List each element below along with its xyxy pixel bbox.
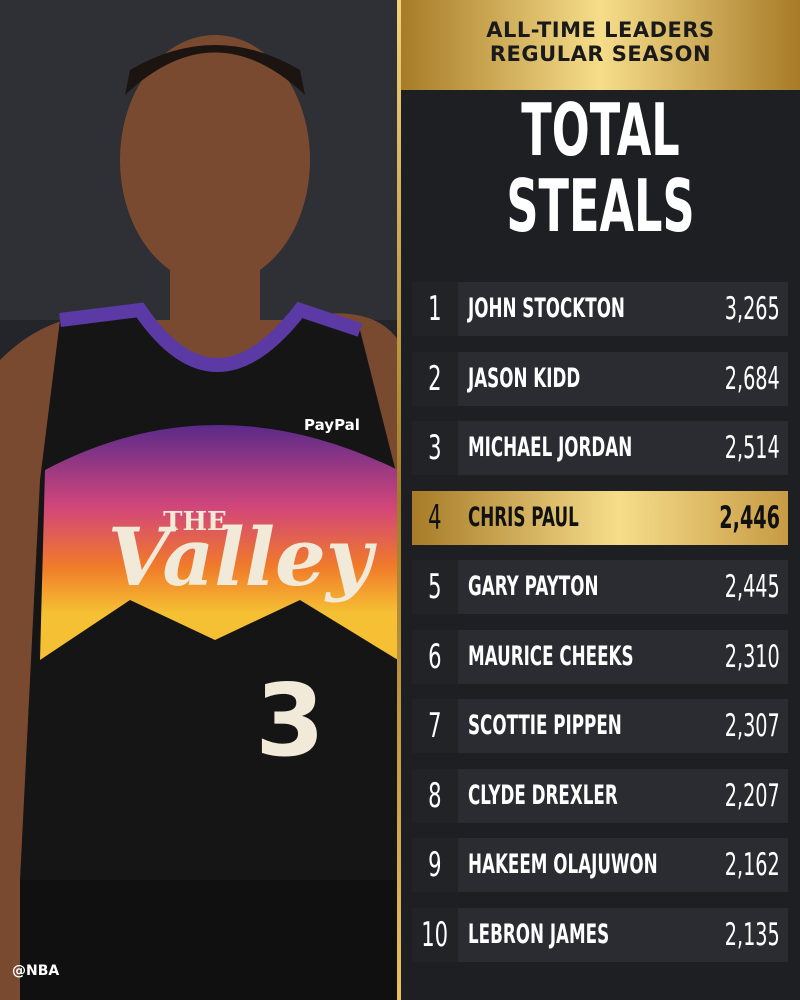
rank: 7 [412, 699, 458, 753]
steals: 2,162 [691, 838, 780, 892]
steals-text: 2,684 [724, 360, 780, 397]
steals: 3,265 [691, 282, 780, 336]
rank: 5 [412, 560, 458, 614]
rank: 2 [412, 351, 458, 406]
player-name-text: JASON KIDD [468, 362, 581, 394]
rank: 6 [412, 629, 458, 684]
player-photo: THE Valley PayPal 3 [0, 0, 398, 1000]
player-name: SCOTTIE PIPPEN [468, 699, 716, 753]
table-row: 2 JASON KIDD 2,684 [412, 351, 788, 406]
player-name: HAKEEM OLAJUWON [468, 838, 774, 892]
jersey-text: Valley [108, 510, 378, 604]
table-row: 8 CLYDE DREXLER 2,207 [412, 768, 788, 823]
steals-text: 2,310 [724, 638, 780, 675]
rank: 8 [412, 768, 458, 823]
jersey-text: THE [163, 507, 227, 537]
table-row: 1 JOHN STOCKTON 3,265 [412, 282, 788, 336]
rank-text: 5 [428, 567, 442, 607]
rank-text: 8 [428, 775, 442, 816]
player-name: MAURICE CHEEKS [468, 630, 735, 684]
player-name-text: GARY PAYTON [468, 571, 599, 602]
rank-text: 6 [428, 636, 442, 677]
rank-text: 4 [428, 497, 442, 538]
steals-text: 2,135 [724, 916, 780, 953]
steals-text: 2,307 [724, 708, 780, 744]
rank-text: 10 [421, 914, 449, 955]
table-row: 5 GARY PAYTON 2,445 [412, 560, 788, 614]
credit: @NBA [12, 963, 60, 979]
steals: 2,307 [691, 699, 780, 753]
rank: 9 [412, 838, 458, 892]
title: TOTAL STEALS [477, 92, 724, 244]
steals-text: 2,207 [724, 777, 780, 814]
player-name-text: HAKEEM OLAJUWON [468, 849, 658, 880]
steals-text: 2,446 [719, 499, 780, 536]
table-row: 6 MAURICE CHEEKS 2,310 [412, 629, 788, 684]
player-name-text: SCOTTIE PIPPEN [468, 710, 622, 741]
player-name: CLYDE DREXLER [468, 769, 710, 823]
table-row: 4 CHRIS PAUL 2,446 [412, 490, 788, 545]
rank: 1 [412, 282, 458, 336]
rank: 3 [412, 421, 458, 475]
player-name-text: JOHN STOCKTON [468, 293, 625, 324]
sponsor-text: PayPal [304, 416, 360, 434]
player-name-text: LEBRON JAMES [468, 918, 610, 950]
divider [397, 0, 401, 1000]
steals-text: 2,514 [724, 430, 780, 466]
rank-text: 3 [428, 428, 442, 468]
player-name-text: CLYDE DREXLER [468, 779, 618, 811]
steals: 2,310 [691, 630, 780, 684]
title-line: STEALS [506, 164, 695, 248]
steals: 2,446 [682, 491, 780, 545]
player-name-text: MAURICE CHEEKS [468, 640, 634, 672]
title-line: TOTAL [521, 88, 680, 172]
rank-text: 1 [428, 289, 442, 329]
player-name-text: CHRIS PAUL [468, 501, 579, 533]
table-row: 7 SCOTTIE PIPPEN 2,307 [412, 699, 788, 753]
header-line: ALL-TIME LEADERS [486, 18, 715, 42]
header: ALL-TIME LEADERS REGULAR SEASON [401, 0, 800, 90]
steals: 2,684 [691, 352, 780, 406]
steals: 2,445 [691, 560, 780, 614]
table-row: 9 HAKEEM OLAJUWON 2,162 [412, 838, 788, 892]
table-row: 3 MICHAEL JORDAN 2,514 [412, 421, 788, 475]
rank: 10 [412, 907, 458, 962]
steals-text: 2,162 [724, 847, 780, 883]
table-row: 10 LEBRON JAMES 2,135 [412, 907, 788, 962]
player-name-text: MICHAEL JORDAN [468, 432, 633, 463]
player-name: GARY PAYTON [468, 560, 678, 614]
steals: 2,135 [691, 908, 780, 962]
steals: 2,207 [691, 769, 780, 823]
rank: 4 [412, 491, 458, 545]
rank-text: 9 [428, 845, 442, 885]
steals-text: 3,265 [724, 291, 780, 327]
player-name: LEBRON JAMES [468, 908, 696, 962]
jersey-number: 3 [255, 662, 325, 779]
header-line: REGULAR SEASON [489, 42, 712, 66]
steals: 2,514 [691, 421, 780, 475]
rank-text: 7 [428, 706, 442, 746]
player-name: MICHAEL JORDAN [468, 421, 733, 475]
player-name: JASON KIDD [468, 352, 649, 406]
steals-text: 2,445 [724, 569, 780, 605]
player-name: CHRIS PAUL [468, 491, 647, 545]
player-name: JOHN STOCKTON [468, 282, 721, 336]
rank-text: 2 [428, 358, 442, 399]
